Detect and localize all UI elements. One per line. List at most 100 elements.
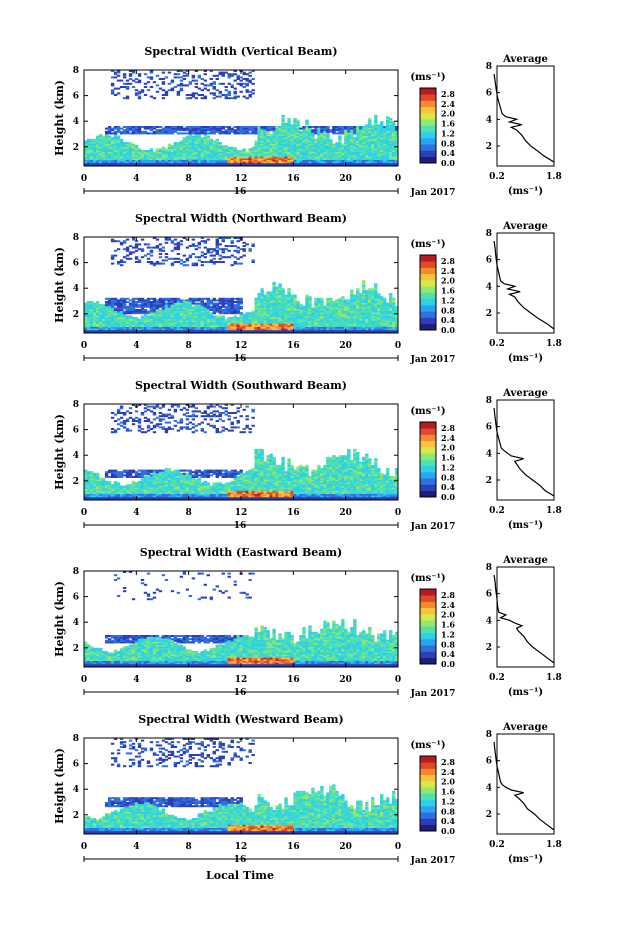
heatmap-cell: [242, 161, 246, 164]
heatmap-cell: [227, 154, 231, 157]
heatmap-cell: [167, 302, 172, 305]
heatmap-cell: [194, 126, 199, 128]
heatmap-cell: [272, 326, 276, 329]
heatmap-cell: [221, 240, 225, 243]
heatmap-cell: [146, 317, 151, 319]
heatmap-cell: [95, 151, 100, 154]
heatmap-cell: [374, 137, 378, 140]
heatmap-cell: [188, 148, 193, 151]
heatmap-cell: [371, 154, 375, 157]
heatmap-cell: [308, 127, 312, 130]
heatmap-cell: [107, 142, 112, 144]
heatmap-cell: [284, 164, 288, 167]
heatmap-cell: [98, 318, 103, 321]
heatmap-cell: [143, 329, 148, 332]
heatmap-cell: [221, 71, 225, 74]
heatmap-cell: [365, 323, 369, 326]
heatmap-cell: [368, 153, 372, 156]
heatmap-cell: [152, 153, 157, 156]
heatmap-cell: [140, 297, 145, 300]
heatmap-cell: [368, 312, 372, 315]
heatmap-cell: [284, 297, 288, 300]
heatmap-cell: [200, 305, 205, 308]
heatmap-cell: [335, 161, 339, 164]
heatmap-cell: [84, 318, 88, 321]
heatmap-cell: [236, 126, 240, 128]
heatmap-cell: [125, 145, 130, 148]
heatmap-cell: [314, 156, 318, 159]
heatmap-cell: [185, 159, 190, 162]
heatmap-cell: [299, 134, 303, 136]
heatmap-cell: [290, 134, 294, 136]
heatmap-cell: [368, 293, 372, 295]
heatmap-cell: [191, 92, 196, 95]
heatmap-cell: [218, 299, 222, 302]
heatmap-cell: [263, 304, 267, 307]
heatmap-cell: [173, 317, 178, 319]
heatmap-cell: [191, 262, 196, 265]
heatmap-cell: [332, 162, 336, 165]
heatmap-cell: [146, 150, 151, 152]
heatmap-cell: [200, 310, 205, 313]
heatmap-cell: [113, 162, 118, 165]
heatmap-cell: [269, 135, 273, 138]
heatmap-cell: [299, 146, 303, 149]
heatmap-cell: [356, 129, 360, 132]
heatmap-cell: [317, 142, 321, 144]
heatmap-cell: [104, 138, 109, 141]
heatmap-cell: [296, 159, 300, 162]
heatmap-cell: [179, 142, 184, 144]
heatmap-cell: [155, 161, 160, 164]
heatmap-cell: [287, 159, 291, 162]
heatmap-cell: [266, 145, 270, 148]
heatmap-cell: [89, 153, 94, 156]
heatmap-cell: [323, 143, 327, 146]
heatmap-cell: [275, 127, 279, 130]
heatmap-cell: [296, 317, 300, 319]
heatmap-cell: [281, 326, 285, 329]
heatmap-cell: [116, 301, 121, 303]
heatmap-cell: [374, 315, 378, 318]
heatmap-cell: [302, 134, 306, 136]
heatmap-cell: [176, 164, 181, 167]
heatmap-cell: [386, 164, 390, 167]
heatmap-cell: [341, 318, 345, 321]
heatmap-cell: [368, 132, 372, 135]
heatmap-cell: [197, 151, 202, 154]
heatmap-cell: [281, 129, 285, 132]
heatmap-cell: [164, 310, 169, 313]
heatmap-cell: [200, 142, 205, 144]
colorbar-swatch: [420, 94, 436, 101]
heatmap-cell: [275, 138, 279, 141]
heatmap-cell: [185, 148, 190, 151]
heatmap-cell: [212, 297, 216, 300]
heatmap-cell: [113, 148, 118, 151]
heatmap-cell: [110, 90, 115, 93]
heatmap-cell: [293, 138, 297, 141]
heatmap-cell: [161, 246, 166, 249]
heatmap-cell: [266, 150, 270, 152]
heatmap-cell: [377, 321, 381, 324]
heatmap-cell: [341, 301, 345, 303]
heatmap-cell: [278, 320, 282, 323]
heatmap-cell: [248, 318, 252, 321]
profile-y-tick-label: 8: [486, 62, 492, 72]
heatmap-cell: [314, 325, 318, 327]
heatmap-cell: [194, 148, 199, 151]
heatmap-cell: [140, 310, 145, 313]
heatmap-cell: [107, 138, 112, 141]
heatmap-cell: [158, 326, 163, 329]
heatmap-cell: [365, 145, 369, 148]
heatmap-cell: [137, 126, 142, 128]
heatmap-cell: [176, 312, 181, 315]
heatmap-cell: [221, 325, 225, 327]
heatmap-cell: [200, 153, 205, 156]
heatmap-cell: [302, 159, 306, 162]
heatmap-cell: [275, 320, 279, 323]
heatmap-cell: [311, 323, 315, 326]
heatmap-cell: [311, 134, 315, 136]
heatmap-cell: [377, 315, 381, 318]
heatmap-cell: [314, 304, 318, 307]
heatmap-cell: [350, 142, 354, 144]
heatmap-cell: [206, 328, 210, 331]
